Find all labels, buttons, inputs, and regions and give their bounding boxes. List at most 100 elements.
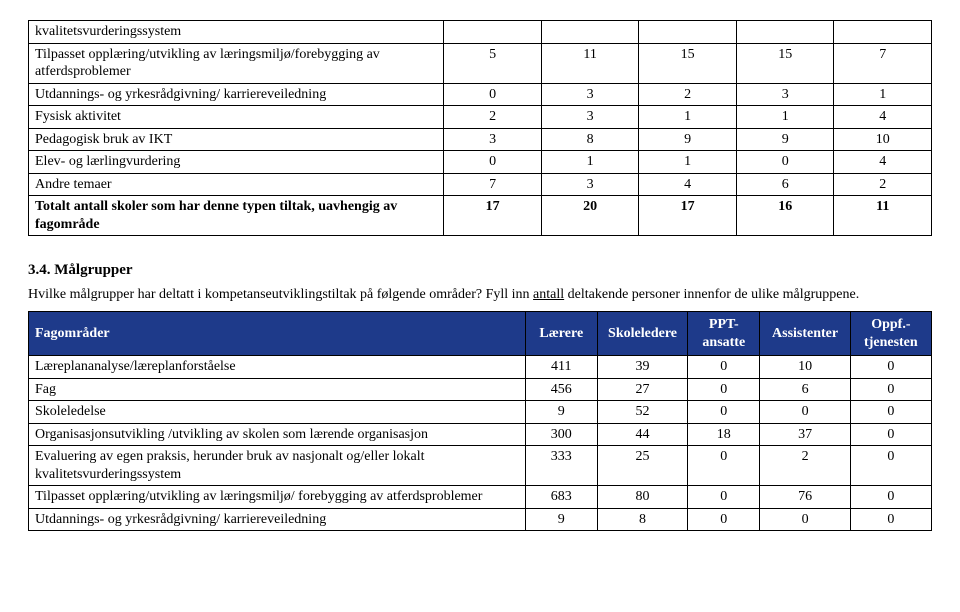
cell: 11 [541, 43, 639, 83]
cell: 44 [597, 423, 687, 446]
row-label: kvalitetsvurderingssystem [29, 21, 444, 44]
cell [834, 21, 932, 44]
cell: 1 [639, 151, 737, 174]
cell: 1 [834, 83, 932, 106]
table-row: Totalt antall skoler som har denne typen… [29, 196, 932, 236]
row-label: Evaluering av egen praksis, herunder bru… [29, 446, 526, 486]
cell: 9 [736, 128, 834, 151]
cell: 0 [444, 83, 542, 106]
row-label: Skoleledelse [29, 401, 526, 424]
cell: 0 [444, 151, 542, 174]
column-header: Skoleledere [597, 312, 687, 356]
cell: 52 [597, 401, 687, 424]
cell: 0 [688, 508, 760, 531]
cell: 0 [850, 356, 931, 379]
cell: 5 [444, 43, 542, 83]
row-label: Tilpasset opplæring/utvikling av lærings… [29, 43, 444, 83]
cell: 7 [444, 173, 542, 196]
cell: 15 [736, 43, 834, 83]
cell: 37 [760, 423, 850, 446]
cell: 9 [639, 128, 737, 151]
cell: 1 [639, 106, 737, 129]
cell: 0 [850, 423, 931, 446]
cell: 4 [834, 151, 932, 174]
cell: 8 [597, 508, 687, 531]
cell: 17 [639, 196, 737, 236]
column-header: Assistenter [760, 312, 850, 356]
row-label: Utdannings- og yrkesrådgivning/ karriere… [29, 508, 526, 531]
cell: 15 [639, 43, 737, 83]
table-row: Utdannings- og yrkesrådgivning/ karriere… [29, 83, 932, 106]
table-row: Læreplananalyse/læreplanforståelse411390… [29, 356, 932, 379]
cell: 6 [736, 173, 834, 196]
table-row: Andre temaer73462 [29, 173, 932, 196]
row-label: Pedagogisk bruk av IKT [29, 128, 444, 151]
row-label: Andre temaer [29, 173, 444, 196]
column-header: Oppf.-tjenesten [850, 312, 931, 356]
cell: 300 [525, 423, 597, 446]
cell: 0 [688, 446, 760, 486]
section-heading: 3.4. Målgrupper [28, 262, 932, 279]
cell: 2 [444, 106, 542, 129]
table-row: Fag45627060 [29, 378, 932, 401]
cell: 0 [760, 508, 850, 531]
cell: 0 [850, 378, 931, 401]
cell: 18 [688, 423, 760, 446]
cell: 4 [639, 173, 737, 196]
cell: 6 [760, 378, 850, 401]
row-label: Utdannings- og yrkesrådgivning/ karriere… [29, 83, 444, 106]
table-row: Pedagogisk bruk av IKT389910 [29, 128, 932, 151]
cell [736, 21, 834, 44]
cell: 11 [834, 196, 932, 236]
cell: 411 [525, 356, 597, 379]
cell: 0 [688, 356, 760, 379]
cell: 7 [834, 43, 932, 83]
cell: 0 [688, 486, 760, 509]
cell: 2 [760, 446, 850, 486]
table-row: Fysisk aktivitet23114 [29, 106, 932, 129]
table-2-header-row: FagområderLærereSkolelederePPT-ansatteAs… [29, 312, 932, 356]
row-label: Tilpasset opplæring/utvikling av lærings… [29, 486, 526, 509]
table-row: Skoleledelse952000 [29, 401, 932, 424]
table-1: kvalitetsvurderingssystemTilpasset opplæ… [28, 20, 932, 236]
cell: 0 [736, 151, 834, 174]
instr-text-a: Hvilke målgrupper har deltatt i kompetan… [28, 287, 533, 302]
column-header: Lærere [525, 312, 597, 356]
cell [639, 21, 737, 44]
cell: 0 [760, 401, 850, 424]
cell: 456 [525, 378, 597, 401]
table-row: Utdannings- og yrkesrådgivning/ karriere… [29, 508, 932, 531]
row-label: Organisasjonsutvikling /utvikling av sko… [29, 423, 526, 446]
row-label: Elev- og lærlingvurdering [29, 151, 444, 174]
cell: 3 [736, 83, 834, 106]
cell: 17 [444, 196, 542, 236]
cell: 25 [597, 446, 687, 486]
section-instruction: Hvilke målgrupper har deltatt i kompetan… [28, 287, 932, 303]
table-row: Organisasjonsutvikling /utvikling av sko… [29, 423, 932, 446]
column-header: PPT-ansatte [688, 312, 760, 356]
row-label: Fag [29, 378, 526, 401]
table-row: Tilpasset opplæring/utvikling av lærings… [29, 43, 932, 83]
cell: 76 [760, 486, 850, 509]
table-row: kvalitetsvurderingssystem [29, 21, 932, 44]
cell: 0 [688, 401, 760, 424]
cell: 80 [597, 486, 687, 509]
cell: 3 [541, 83, 639, 106]
cell: 8 [541, 128, 639, 151]
cell: 0 [850, 486, 931, 509]
table-row: Elev- og lærlingvurdering01104 [29, 151, 932, 174]
cell: 9 [525, 401, 597, 424]
cell: 3 [541, 173, 639, 196]
cell: 0 [850, 446, 931, 486]
row-label: Fysisk aktivitet [29, 106, 444, 129]
cell: 16 [736, 196, 834, 236]
cell: 683 [525, 486, 597, 509]
cell [541, 21, 639, 44]
cell: 10 [834, 128, 932, 151]
cell: 27 [597, 378, 687, 401]
cell: 20 [541, 196, 639, 236]
table-row: Evaluering av egen praksis, herunder bru… [29, 446, 932, 486]
cell [444, 21, 542, 44]
cell: 0 [688, 378, 760, 401]
cell: 9 [525, 508, 597, 531]
